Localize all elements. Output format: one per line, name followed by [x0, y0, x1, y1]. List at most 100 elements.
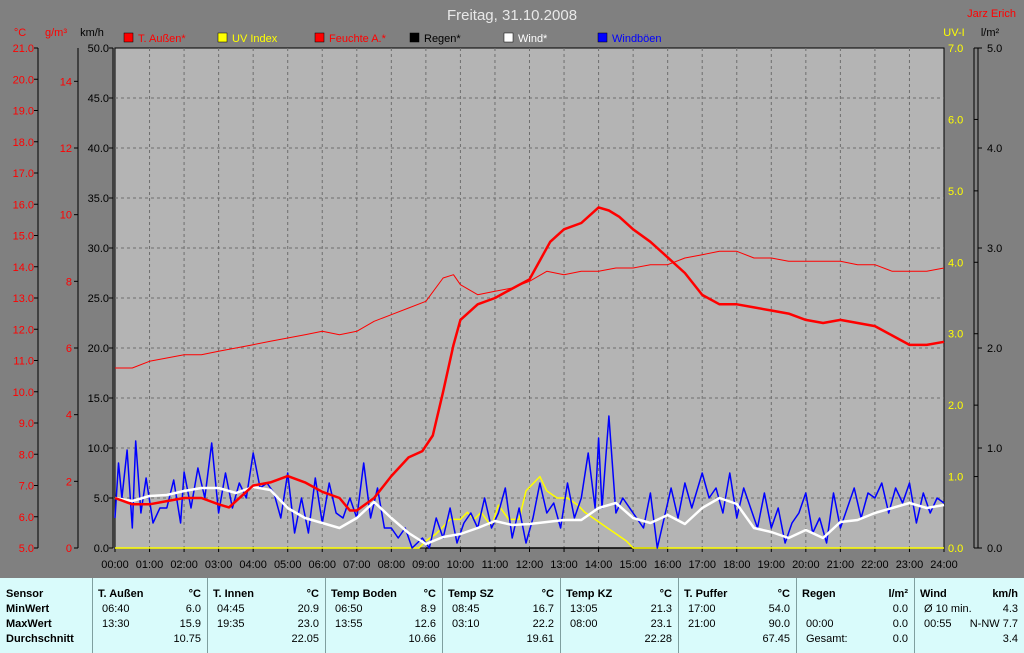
time-tick-label: 23:00: [896, 559, 924, 571]
time-tick-label: 13:00: [550, 559, 578, 571]
stats-time: 13:05: [570, 603, 598, 615]
stats-value: 15.9: [179, 618, 201, 630]
legend-label: Wind*: [518, 33, 548, 45]
temp-tick-label: 11.0: [13, 356, 34, 368]
time-tick-label: 05:00: [274, 559, 302, 571]
temp-tick-label: 6.0: [19, 512, 34, 524]
stats-avg-row: 10.75: [98, 633, 201, 647]
time-tick-label: 07:00: [343, 559, 371, 571]
stats-column: Wind km/h Ø 10 min. 4.3 00:55 N-NW 7.7 3.4: [914, 578, 1024, 653]
time-tick-label: 12:00: [516, 559, 544, 571]
temp-tick-label: 13.0: [13, 293, 34, 305]
wind-tick-label: 0.0: [94, 543, 109, 555]
stats-header: Regen l/m²: [802, 588, 908, 600]
stats-time: 00:00: [806, 618, 834, 630]
temp-tick-label: 21.0: [13, 43, 34, 55]
time-tick-label: 19:00: [758, 559, 786, 571]
stats-value: 21.3: [650, 603, 672, 615]
stats-sensor-name: Wind: [920, 588, 947, 600]
time-tick-label: 02:00: [170, 559, 198, 571]
stats-avg-row: 22.28: [566, 633, 672, 647]
wind-tick-label: 35.0: [88, 193, 109, 205]
stats-column: T. Puffer °C 17:00 54.0 21:00 90.0 67.45: [678, 578, 796, 653]
stats-value: 8.9: [420, 603, 436, 615]
humidity-tick-label: 14: [60, 76, 72, 88]
axes: 5.0 6.0 7.0 8.0 9.0 10.0 11.0 12.0 13.0 14.0 15.0 1…: [13, 27, 1003, 571]
humidity-tick-label: 6: [66, 343, 72, 355]
red-square-icon: [123, 32, 134, 43]
stats-value: 0.0: [892, 603, 908, 615]
black-square-icon: [409, 32, 420, 43]
stats-header: Wind km/h: [920, 588, 1018, 600]
stats-sensor-name: Temp KZ: [566, 588, 613, 600]
uv-axis-unit: UV-I: [943, 27, 964, 39]
uv-tick-label: 2.0: [948, 400, 963, 412]
wind-tick-label: 45.0: [88, 93, 109, 105]
uv-tick-label: 0.0: [948, 543, 963, 555]
stats-max-row: 03:10 22.2: [448, 618, 554, 632]
time-tick-label: 17:00: [688, 559, 716, 571]
legend-label: Feuchte A.*: [329, 33, 387, 45]
temp-tick-label: 16.0: [13, 199, 34, 211]
temp-tick-label: 7.0: [19, 481, 34, 493]
stats-column: T. Außen °C 06:40 6.0 13:30 15.9 10.75: [92, 578, 207, 653]
stats-value: 22.2: [532, 618, 554, 630]
stats-value: 4.3: [1002, 603, 1018, 615]
wind-tick-label: 5.0: [94, 493, 109, 505]
temp-tick-label: 9.0: [19, 418, 34, 430]
rain-tick-label: 5.0: [987, 43, 1002, 55]
stats-value: 3.4: [1002, 633, 1018, 645]
stats-time: 08:45: [452, 603, 480, 615]
stats-label-column: Sensor MinWert MaxWert Durchschnitt: [0, 578, 92, 653]
time-tick-label: 03:00: [205, 559, 233, 571]
legend-label: UV Index: [232, 33, 278, 45]
legend: T. Außen* UV Index Feuchte A.* Regen* Wind* W…: [123, 32, 662, 45]
stats-label-max: MaxWert: [6, 618, 52, 630]
time-tick-label: 08:00: [378, 559, 406, 571]
humidity-tick-label: 12: [60, 143, 72, 155]
stats-sensor-name: T. Innen: [213, 588, 254, 600]
stats-max-row: 00:55 N-NW 7.7: [920, 618, 1018, 632]
stats-separator: [796, 578, 797, 653]
legend-label: T. Außen*: [138, 33, 186, 45]
stats-value: 23.1: [650, 618, 672, 630]
stats-sensor-unit: km/h: [992, 588, 1018, 600]
rain-tick-label: 3.0: [987, 243, 1002, 255]
temp-tick-label: 10.0: [13, 387, 34, 399]
stats-min-row: Ø 10 min. 4.3: [920, 603, 1018, 617]
chart-title: Freitag, 31.10.2008: [447, 7, 577, 24]
stats-sensor-name: Temp Boden: [331, 588, 397, 600]
rain-axis-unit: l/m²: [981, 27, 1000, 39]
wind-tick-label: 10.0: [88, 443, 109, 455]
stats-sensor-unit: °C: [423, 588, 436, 600]
stats-max-row: 00:00 0.0: [802, 618, 908, 632]
series-temp-line: [114, 206, 945, 512]
stats-time: 21:00: [688, 618, 716, 630]
wind-tick-label: 25.0: [88, 293, 109, 305]
legend-label: Windböen: [612, 33, 662, 45]
series-group: [114, 206, 945, 549]
weather-chart: Freitag, 31.10.2008 Jarz Erich T. Außen*…: [13, 7, 1016, 571]
stats-min-row: 13:05 21.3: [566, 603, 672, 617]
humidity-tick-label: 10: [60, 210, 72, 222]
uv-tick-label: 1.0: [948, 472, 963, 484]
stats-max-row: 21:00 90.0: [684, 618, 790, 632]
temp-tick-label: 15.0: [13, 231, 34, 243]
stats-avg-row: 67.45: [684, 633, 790, 647]
stats-sensor-unit: °C: [659, 588, 672, 600]
time-tick-label: 10:00: [447, 559, 475, 571]
stats-label-min: MinWert: [6, 603, 50, 615]
stats-time: Gesamt:: [806, 633, 848, 645]
blue-square-icon: [597, 32, 608, 43]
wind-tick-label: 15.0: [88, 393, 109, 405]
stats-sensor-name: T. Puffer: [684, 588, 728, 600]
uv-tick-label: 7.0: [948, 43, 963, 55]
stats-min-row: 17:00 54.0: [684, 603, 790, 617]
stats-value: 0.0: [892, 633, 908, 645]
stats-separator: [325, 578, 326, 653]
stats-value: 90.0: [768, 618, 790, 630]
temp-tick-label: 12.0: [13, 324, 34, 336]
stats-time: 00:55: [924, 618, 952, 630]
stats-value: 22.28: [644, 633, 672, 645]
stats-time: 19:35: [217, 618, 245, 630]
